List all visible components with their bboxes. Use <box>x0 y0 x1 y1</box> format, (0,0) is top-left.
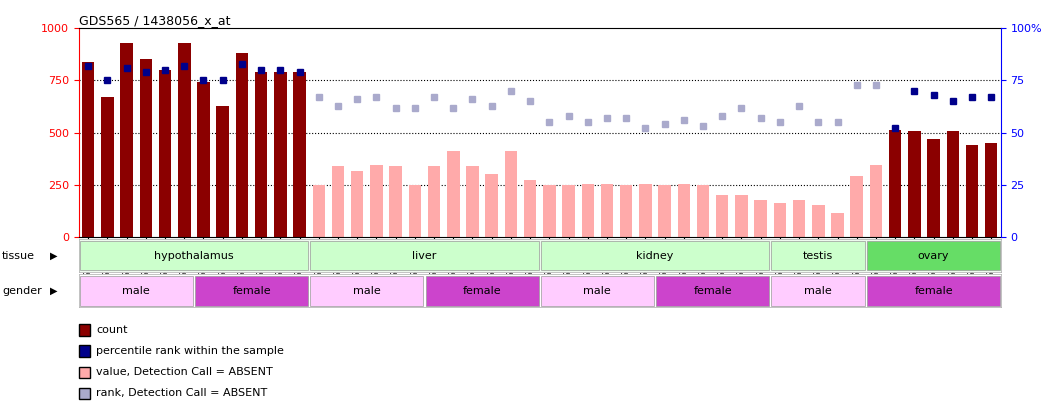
Bar <box>425 276 539 306</box>
Bar <box>793 200 805 237</box>
Text: liver: liver <box>412 251 437 260</box>
Text: count: count <box>96 325 128 335</box>
Text: female: female <box>694 286 732 296</box>
Bar <box>390 166 401 237</box>
Bar <box>80 241 308 271</box>
Bar <box>831 213 844 237</box>
Bar <box>310 276 423 306</box>
Bar <box>178 43 191 237</box>
Text: GDS565 / 1438056_x_at: GDS565 / 1438056_x_at <box>79 14 231 27</box>
Bar <box>80 276 193 306</box>
Bar <box>524 179 537 237</box>
Bar <box>310 241 539 271</box>
Bar <box>927 139 940 237</box>
Bar <box>755 200 767 237</box>
Bar <box>312 185 325 237</box>
Bar <box>139 59 152 237</box>
Bar <box>851 177 863 237</box>
Bar <box>966 145 978 237</box>
Text: male: male <box>584 286 611 296</box>
Bar <box>736 195 747 237</box>
Bar <box>889 130 901 237</box>
Bar <box>870 165 882 237</box>
Text: ovary: ovary <box>918 251 949 260</box>
Bar <box>868 241 1000 271</box>
Text: rank, Detection Call = ABSENT: rank, Detection Call = ABSENT <box>96 388 267 398</box>
Text: male: male <box>123 286 150 296</box>
Bar <box>582 184 594 237</box>
Bar <box>639 184 652 237</box>
Text: female: female <box>463 286 501 296</box>
Bar <box>332 166 344 237</box>
Bar <box>255 72 267 237</box>
Bar <box>217 106 228 237</box>
Text: female: female <box>233 286 270 296</box>
Bar <box>771 241 866 271</box>
Bar <box>985 143 998 237</box>
Bar <box>678 184 690 237</box>
Bar <box>195 276 308 306</box>
Text: hypothalamus: hypothalamus <box>154 251 234 260</box>
Bar <box>773 202 786 237</box>
Bar <box>716 195 728 237</box>
Bar <box>351 171 364 237</box>
Bar <box>812 205 825 237</box>
Bar <box>909 130 920 237</box>
Bar <box>159 70 171 237</box>
Bar <box>541 276 654 306</box>
Bar <box>197 81 210 237</box>
Bar <box>428 166 440 237</box>
Text: gender: gender <box>2 286 42 296</box>
Bar <box>505 151 517 237</box>
Bar <box>601 184 613 237</box>
Text: male: male <box>805 286 832 296</box>
Text: ▶: ▶ <box>50 251 58 260</box>
Bar <box>370 165 383 237</box>
Bar <box>121 43 133 237</box>
Bar <box>563 185 574 237</box>
Text: value, Detection Call = ABSENT: value, Detection Call = ABSENT <box>96 367 274 377</box>
Bar <box>293 72 306 237</box>
Bar <box>466 166 479 237</box>
Text: kidney: kidney <box>636 251 674 260</box>
Bar <box>102 97 113 237</box>
Bar <box>485 175 498 237</box>
Bar <box>771 276 866 306</box>
Bar <box>620 185 632 237</box>
Text: tissue: tissue <box>2 251 35 260</box>
Bar <box>409 185 421 237</box>
Text: percentile rank within the sample: percentile rank within the sample <box>96 346 284 356</box>
Text: testis: testis <box>803 251 833 260</box>
Bar <box>656 276 769 306</box>
Bar <box>946 130 959 237</box>
Bar <box>543 185 555 237</box>
Bar <box>658 185 671 237</box>
Bar <box>447 151 459 237</box>
Bar <box>541 241 769 271</box>
Bar <box>697 185 709 237</box>
Text: ▶: ▶ <box>50 286 58 296</box>
Bar <box>275 72 286 237</box>
Text: female: female <box>914 286 953 296</box>
Bar <box>868 276 1000 306</box>
Bar <box>82 62 94 237</box>
Bar <box>236 53 248 237</box>
Text: male: male <box>353 286 380 296</box>
